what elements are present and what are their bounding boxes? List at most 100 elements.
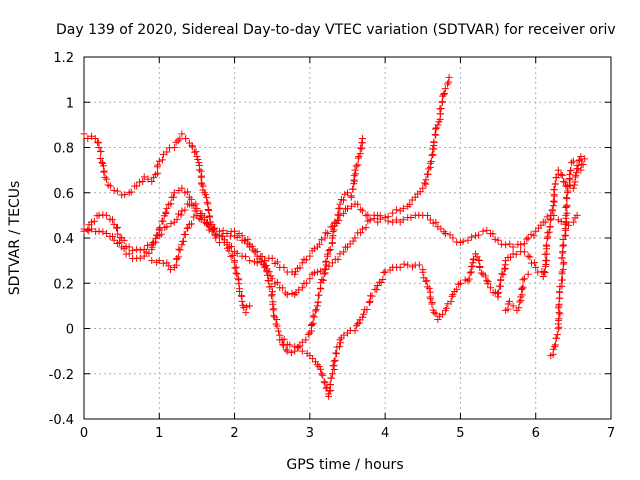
data-point xyxy=(475,256,483,264)
data-point xyxy=(229,252,237,260)
data-point xyxy=(176,246,184,254)
data-point xyxy=(227,243,235,251)
data-point xyxy=(274,327,282,335)
data-point xyxy=(495,289,503,297)
data-point xyxy=(310,269,318,277)
data-point xyxy=(359,207,367,215)
data-point xyxy=(362,224,370,232)
data-point xyxy=(173,215,181,223)
data-point xyxy=(175,245,183,253)
data-point xyxy=(242,253,250,261)
data-point xyxy=(95,144,103,151)
data-point xyxy=(432,125,440,133)
data-point xyxy=(88,218,96,226)
data-point xyxy=(557,170,565,178)
data-point xyxy=(317,267,325,275)
data-point xyxy=(158,156,166,164)
data-point xyxy=(121,191,129,199)
data-point xyxy=(363,305,371,313)
data-point xyxy=(347,202,355,210)
data-point xyxy=(376,215,384,223)
data-point xyxy=(273,315,281,323)
data-point xyxy=(178,207,186,215)
data-point xyxy=(359,134,367,142)
data-point xyxy=(283,291,291,299)
data-point xyxy=(445,73,453,81)
data-point xyxy=(127,188,135,196)
data-point xyxy=(267,292,275,300)
data-point xyxy=(103,229,111,237)
data-point xyxy=(432,124,440,132)
data-point xyxy=(340,248,348,256)
data-point xyxy=(554,166,562,174)
data-point xyxy=(202,220,210,228)
data-point xyxy=(364,211,372,219)
data-point xyxy=(524,234,532,242)
x-tick-label: 5 xyxy=(456,426,464,441)
data-point xyxy=(268,275,276,283)
data-point xyxy=(483,277,491,285)
data-point xyxy=(233,270,241,278)
data-point xyxy=(97,147,105,155)
data-point xyxy=(541,250,549,258)
data-point xyxy=(188,142,196,150)
data-point xyxy=(368,292,376,300)
data-point xyxy=(156,224,164,232)
data-point xyxy=(350,172,358,180)
data-point xyxy=(324,229,332,237)
data-point xyxy=(519,276,527,284)
data-point xyxy=(113,187,121,195)
data-point xyxy=(546,223,554,231)
data-point xyxy=(197,167,205,175)
data-point xyxy=(318,236,326,244)
data-point xyxy=(235,287,243,295)
data-point xyxy=(336,336,344,344)
data-point xyxy=(100,162,108,170)
data-point xyxy=(270,312,278,320)
data-point xyxy=(532,227,540,235)
data-point xyxy=(573,162,581,170)
data-point xyxy=(140,173,148,181)
data-point xyxy=(438,98,446,106)
data-point xyxy=(455,280,463,288)
data-point xyxy=(80,225,88,233)
data-point xyxy=(100,167,108,175)
data-point xyxy=(203,198,211,206)
data-point xyxy=(561,178,569,186)
data-point xyxy=(143,241,151,249)
data-point xyxy=(267,283,275,291)
data-point xyxy=(326,387,334,395)
data-point xyxy=(310,245,318,253)
data-point xyxy=(176,135,184,143)
data-point xyxy=(244,235,252,243)
data-point xyxy=(520,240,528,248)
data-point xyxy=(564,187,572,195)
data-point xyxy=(328,370,336,378)
data-point xyxy=(432,218,440,226)
x-tick-label: 1 xyxy=(155,426,163,441)
data-point xyxy=(80,130,88,138)
data-point xyxy=(336,343,344,351)
data-point xyxy=(553,331,561,339)
data-point xyxy=(442,304,450,312)
data-point xyxy=(238,252,246,260)
data-point xyxy=(419,184,427,192)
data-point xyxy=(355,319,363,327)
data-point xyxy=(129,247,137,255)
data-point xyxy=(170,144,178,151)
data-point xyxy=(114,230,122,238)
x-tick-label: 3 xyxy=(306,426,314,441)
data-point xyxy=(95,227,103,235)
data-point xyxy=(313,361,321,369)
data-point xyxy=(360,310,368,318)
data-point xyxy=(279,340,287,348)
data-point xyxy=(311,307,319,315)
data-point xyxy=(354,161,362,169)
data-point xyxy=(423,211,431,219)
data-point xyxy=(326,246,334,254)
data-point xyxy=(264,271,272,279)
data-point xyxy=(381,214,389,222)
data-point xyxy=(193,153,201,161)
data-point xyxy=(554,216,562,224)
data-point xyxy=(312,306,320,314)
